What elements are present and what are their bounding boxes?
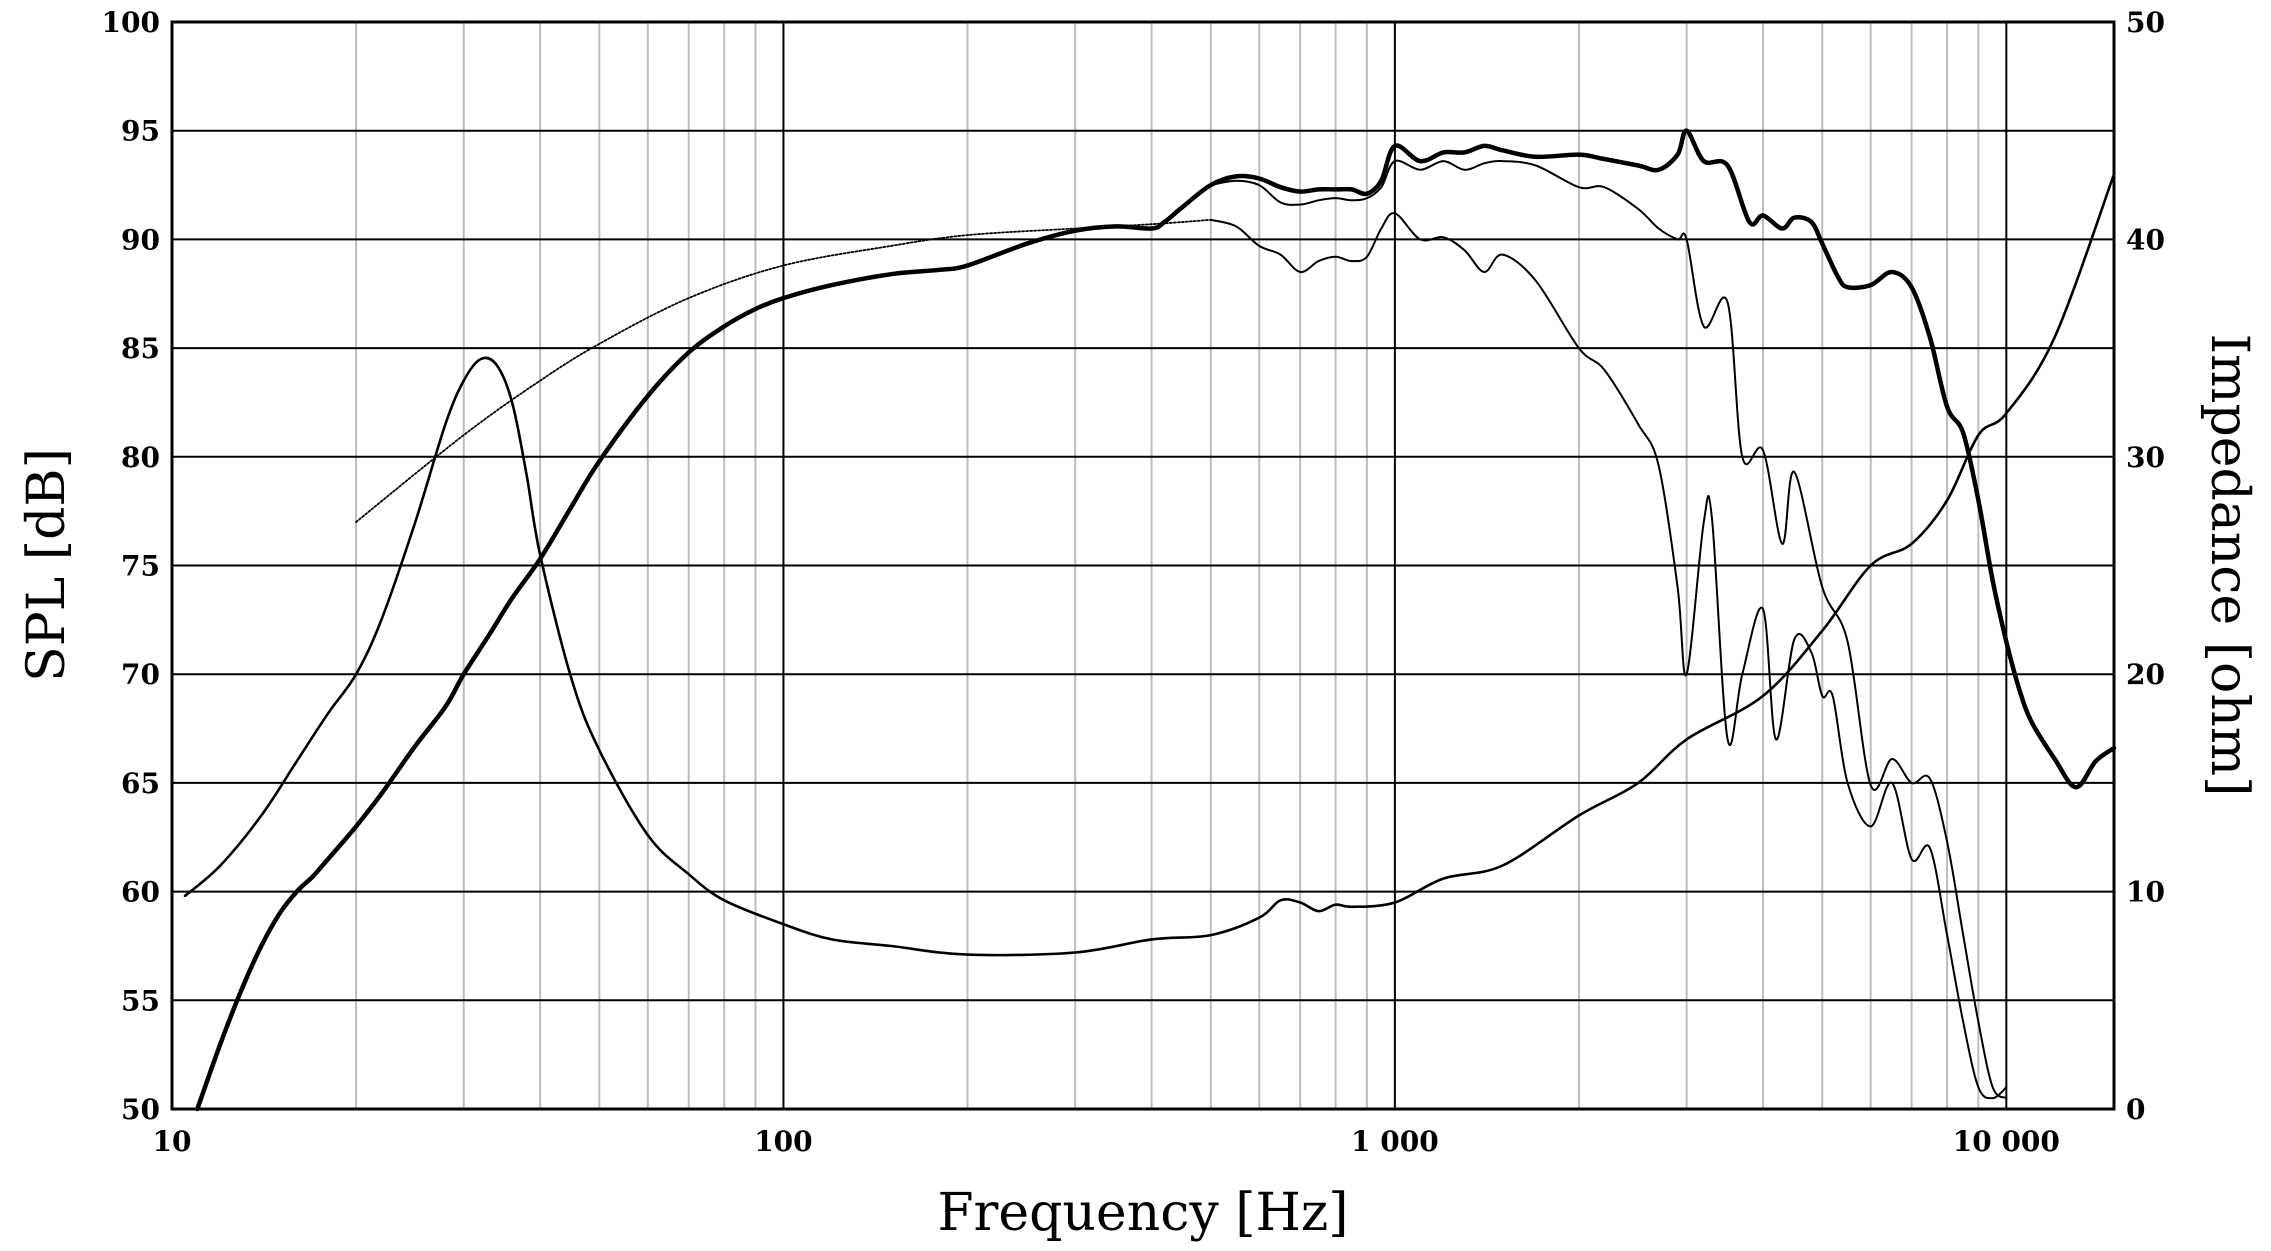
y-tick-label: 90 — [121, 223, 160, 256]
spl-curve-simulated — [355, 218, 1212, 523]
y-tick-label: 95 — [121, 115, 160, 148]
y2-axis-title: Impedance [ohm] — [2199, 334, 2259, 797]
y2-tick-label: 0 — [2126, 1093, 2145, 1126]
y-tick-label: 75 — [121, 550, 160, 583]
y2-tick-label: 10 — [2126, 876, 2165, 909]
y2-tick-label: 30 — [2126, 441, 2165, 474]
y-tick-label: 50 — [121, 1093, 160, 1126]
y-tick-label: 100 — [102, 6, 160, 39]
spl-curve-main — [195, 128, 2117, 1112]
x-tick-label: 100 — [754, 1125, 812, 1158]
y-tick-label: 85 — [121, 332, 160, 365]
y2-tick-label: 50 — [2126, 6, 2165, 39]
x-axis-title: Frequency [Hz] — [937, 1183, 1348, 1243]
y-tick-label: 65 — [121, 767, 160, 800]
plot-curves — [183, 128, 2117, 1112]
y2-tick-label: 40 — [2126, 223, 2165, 256]
spl-curve-offaxis — [1209, 212, 2008, 1100]
y-tick-label: 80 — [121, 441, 160, 474]
y-tick-label: 60 — [121, 876, 160, 909]
plot-frame — [170, 20, 2116, 1111]
x-tick-label: 10 — [153, 1125, 192, 1158]
y-axis-title: SPL [dB] — [17, 448, 77, 682]
x-tick-label: 1 000 — [1351, 1125, 1439, 1158]
y-tick-label: 55 — [121, 984, 160, 1017]
grid-lines — [172, 22, 2114, 1109]
spl-curve-offaxis — [1209, 159, 2008, 1100]
impedance-curve — [183, 172, 2116, 957]
y2-tick-label: 20 — [2126, 658, 2165, 691]
y-tick-label: 70 — [121, 658, 160, 691]
x-tick-label: 10 000 — [1953, 1125, 2060, 1158]
